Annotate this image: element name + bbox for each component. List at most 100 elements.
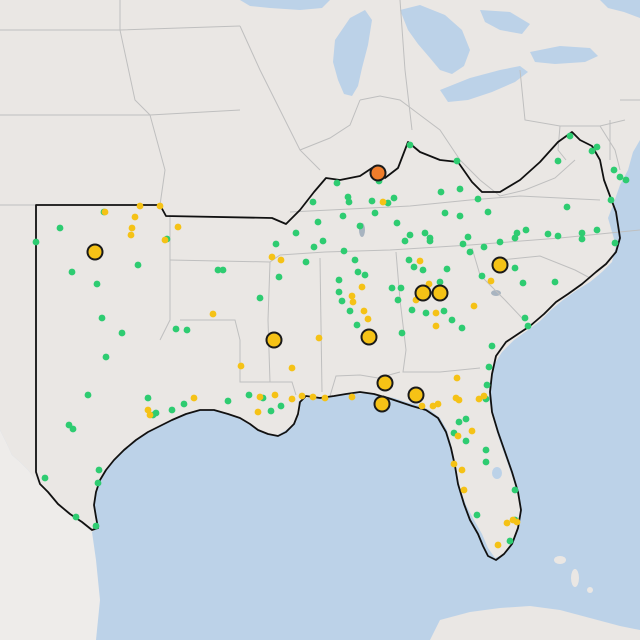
site-dot-green[interactable] xyxy=(478,272,486,280)
site-dot-yellow[interactable] xyxy=(309,393,317,401)
site-dot-green[interactable] xyxy=(511,486,519,494)
site-dot-green[interactable] xyxy=(95,466,103,474)
site-dot-green[interactable] xyxy=(319,237,327,245)
site-dot-green[interactable] xyxy=(436,278,444,286)
site-dot-green[interactable] xyxy=(622,176,630,184)
site-dot-yellow[interactable] xyxy=(487,277,495,285)
site-dot-green[interactable] xyxy=(473,511,481,519)
site-dot-green[interactable] xyxy=(351,256,359,264)
site-dot-green[interactable] xyxy=(511,234,519,242)
site-dot-yellow[interactable] xyxy=(146,411,154,419)
site-dot-yellow[interactable] xyxy=(101,208,109,216)
site-dot-green[interactable] xyxy=(344,193,352,201)
site-dot-green[interactable] xyxy=(397,284,405,292)
site-dot-yellow[interactable] xyxy=(458,466,466,474)
site-dot-yellow[interactable] xyxy=(360,307,368,315)
site-dot-green[interactable] xyxy=(292,229,300,237)
site-dot-green[interactable] xyxy=(144,394,152,402)
site-dot-yellow[interactable] xyxy=(470,302,478,310)
site-dot-green[interactable] xyxy=(607,196,615,204)
site-dot-yellow[interactable] xyxy=(127,231,135,239)
site-dot-green[interactable] xyxy=(224,397,232,405)
site-dot-green[interactable] xyxy=(466,248,474,256)
site-dot-yellow[interactable] xyxy=(136,202,144,210)
site-dot-yellow[interactable] xyxy=(174,223,182,231)
site-dot-green[interactable] xyxy=(277,402,285,410)
site-dot-green[interactable] xyxy=(354,268,362,276)
site-dot-green[interactable] xyxy=(480,243,488,251)
site-dot-yellow[interactable] xyxy=(256,393,264,401)
site-dot-yellow[interactable] xyxy=(513,518,521,526)
site-dot-green[interactable] xyxy=(551,278,559,286)
site-dot-green[interactable] xyxy=(394,296,402,304)
site-dot-green[interactable] xyxy=(214,266,222,274)
site-dot-green[interactable] xyxy=(183,326,191,334)
site-dot-green[interactable] xyxy=(410,263,418,271)
site-dot-green[interactable] xyxy=(482,446,490,454)
site-dot-green[interactable] xyxy=(346,307,354,315)
site-dot-green[interactable] xyxy=(441,209,449,217)
site-dot-green[interactable] xyxy=(401,237,409,245)
site-dot-green[interactable] xyxy=(616,173,624,181)
site-dot-yellow[interactable] xyxy=(358,283,366,291)
site-dot-green[interactable] xyxy=(98,314,106,322)
site-dot-yellow[interactable] xyxy=(364,315,372,323)
site-dot-green[interactable] xyxy=(453,157,461,165)
site-dot-green[interactable] xyxy=(506,537,514,545)
site-dot-green[interactable] xyxy=(406,141,414,149)
site-dot-green[interactable] xyxy=(611,239,619,247)
site-dot-green[interactable] xyxy=(448,316,456,324)
site-dot-green[interactable] xyxy=(406,231,414,239)
site-dot-green[interactable] xyxy=(335,288,343,296)
site-dot-green[interactable] xyxy=(309,198,317,206)
site-dot-green[interactable] xyxy=(333,179,341,187)
site-dot-green[interactable] xyxy=(267,407,275,415)
site-dot-green[interactable] xyxy=(302,258,310,266)
site-dot-yellow[interactable] xyxy=(468,427,476,435)
site-dot-yellow[interactable] xyxy=(131,213,139,221)
site-dot-green[interactable] xyxy=(593,226,601,234)
site-dot-green[interactable] xyxy=(455,418,463,426)
site-dot-yellow[interactable] xyxy=(288,364,296,372)
site-dot-yellow[interactable] xyxy=(349,298,357,306)
site-dot-green[interactable] xyxy=(72,513,80,521)
site-dot-yellow[interactable] xyxy=(450,460,458,468)
site-dot-green[interactable] xyxy=(275,273,283,281)
site-dot-green[interactable] xyxy=(180,400,188,408)
site-dot-green[interactable] xyxy=(69,425,77,433)
site-dot-green[interactable] xyxy=(482,458,490,466)
site-dot-green[interactable] xyxy=(554,232,562,240)
site-dot-green[interactable] xyxy=(566,132,574,140)
site-dot-green[interactable] xyxy=(340,247,348,255)
site-dot-yellow[interactable] xyxy=(348,393,356,401)
site-dot-green[interactable] xyxy=(462,415,470,423)
site-dot-yellow[interactable] xyxy=(254,408,262,416)
marker-yellow[interactable] xyxy=(86,243,104,261)
site-dot-yellow[interactable] xyxy=(432,322,440,330)
site-dot-green[interactable] xyxy=(521,314,529,322)
marker-yellow[interactable] xyxy=(491,256,509,274)
site-dot-green[interactable] xyxy=(93,280,101,288)
site-dot-green[interactable] xyxy=(440,307,448,315)
site-dot-yellow[interactable] xyxy=(429,402,437,410)
site-dot-green[interactable] xyxy=(511,264,519,272)
site-dot-yellow[interactable] xyxy=(460,486,468,494)
site-dot-green[interactable] xyxy=(338,297,346,305)
site-dot-green[interactable] xyxy=(563,203,571,211)
site-dot-green[interactable] xyxy=(456,212,464,220)
site-dot-yellow[interactable] xyxy=(480,392,488,400)
site-dot-green[interactable] xyxy=(393,219,401,227)
marker-yellow[interactable] xyxy=(373,395,391,413)
site-dot-green[interactable] xyxy=(56,224,64,232)
site-dot-green[interactable] xyxy=(437,188,445,196)
site-dot-green[interactable] xyxy=(335,276,343,284)
site-dot-green[interactable] xyxy=(488,342,496,350)
site-dot-green[interactable] xyxy=(422,309,430,317)
site-dot-yellow[interactable] xyxy=(475,395,483,403)
site-dot-green[interactable] xyxy=(496,238,504,246)
site-dot-green[interactable] xyxy=(426,234,434,242)
site-dot-yellow[interactable] xyxy=(209,310,217,318)
site-dot-yellow[interactable] xyxy=(156,202,164,210)
site-dot-green[interactable] xyxy=(456,185,464,193)
